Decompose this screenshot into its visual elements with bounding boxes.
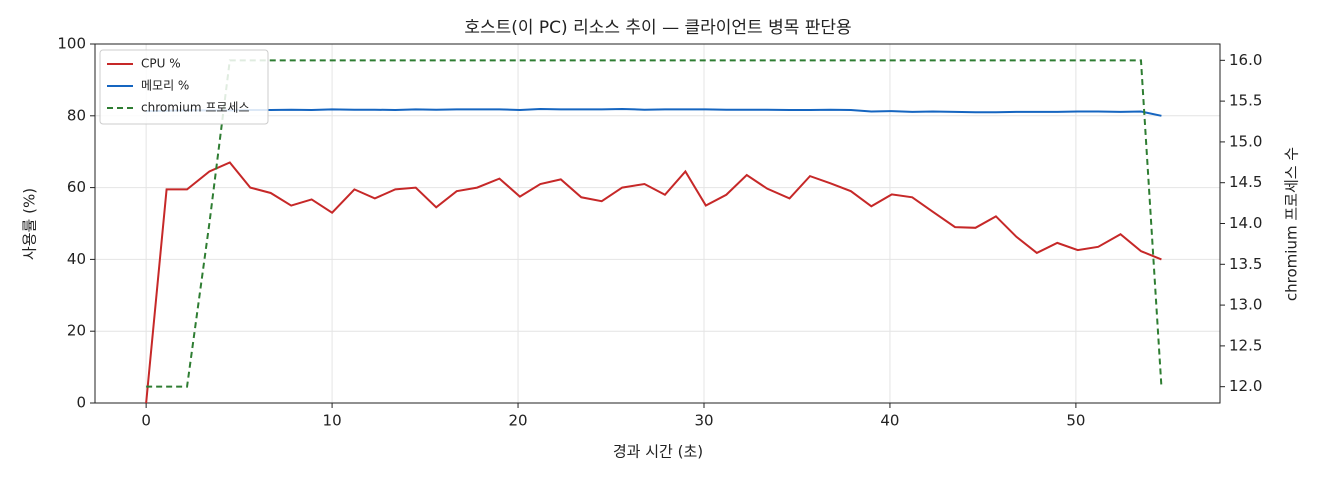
- x-tick-label: 20: [508, 412, 527, 430]
- y-tick-label: 40: [67, 250, 86, 268]
- y2-tick-label: 16.0: [1229, 51, 1262, 69]
- x-tick-label: 50: [1066, 412, 1085, 430]
- legend-box: [99, 49, 269, 125]
- y2-tick-label: 13.0: [1229, 296, 1262, 314]
- x-tick-label: 30: [694, 412, 713, 430]
- chart-title: 호스트(이 PC) 리소스 추이 — 클라이언트 병목 판단용: [464, 18, 851, 38]
- y-tick-label: 0: [76, 394, 86, 412]
- y2-tick-label: 14.0: [1229, 214, 1262, 232]
- y2-tick-label: 12.5: [1229, 336, 1262, 354]
- y-tick-label: 20: [67, 322, 86, 340]
- x-tick-label: 10: [323, 412, 342, 430]
- legend: CPU % 메모리 % chromium 프로세스: [99, 49, 269, 125]
- legend-label: chromium 프로세스: [141, 101, 250, 115]
- series-line: [145, 161, 1162, 404]
- series-line: [146, 59, 1163, 388]
- y2-tick-label: 15.5: [1229, 92, 1262, 110]
- y-axis-label: 사용률 (%): [21, 188, 39, 260]
- y-tick-label: 60: [67, 178, 86, 196]
- x-tick-label: 40: [880, 412, 899, 430]
- y2-tick-label: 13.5: [1229, 255, 1262, 273]
- legend-label: 메모리 %: [141, 79, 189, 93]
- y-tick-label: 80: [67, 106, 86, 124]
- y2-tick-label: 14.5: [1229, 173, 1262, 191]
- series-line: [146, 107, 1162, 117]
- legend-label: CPU %: [141, 57, 181, 71]
- x-tick-label: 0: [141, 412, 151, 430]
- y-tick-label: 100: [57, 35, 86, 53]
- x-axis-label: 경과 시간 (초): [613, 443, 703, 461]
- y2-tick-label: 15.0: [1229, 132, 1262, 150]
- y2-axis-label: chromium 프로세스 수: [1283, 147, 1301, 301]
- y2-tick-label: 12.0: [1229, 377, 1262, 395]
- plot-frame: [94, 43, 1221, 404]
